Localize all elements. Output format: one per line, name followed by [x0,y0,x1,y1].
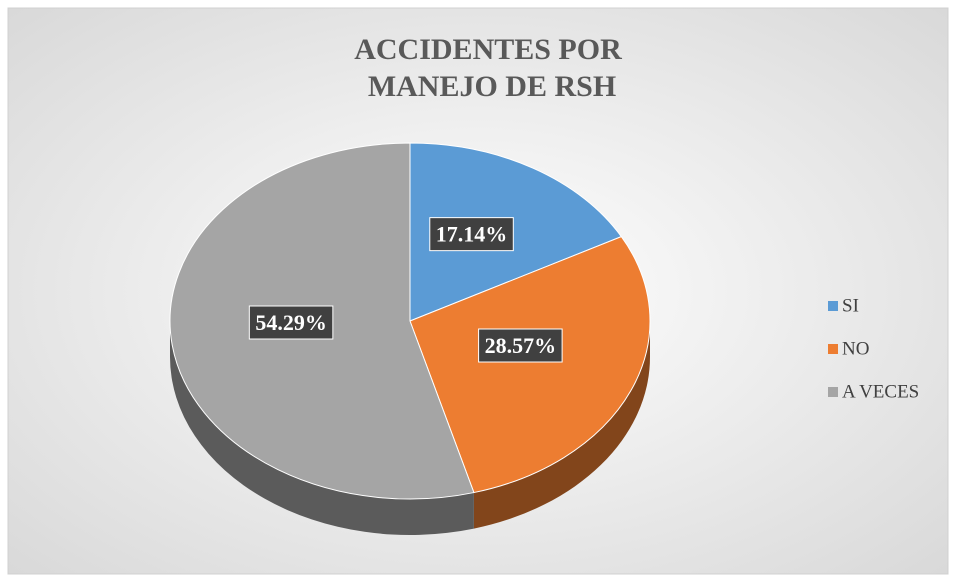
legend-label: A VECES [842,381,919,402]
data-label: 28.57% [478,328,563,363]
slice-side [473,321,650,529]
data-label-text: 28.57% [485,333,557,358]
data-label-box [248,305,334,340]
legend-swatch [828,387,838,397]
legend-swatch [828,301,838,311]
chart-title: ACCIDENTES POR [354,33,622,66]
data-label-box [478,328,563,363]
data-label-text: 17.14% [436,222,508,247]
slice-side [170,321,474,535]
legend-swatch [828,344,838,354]
data-label-text: 54.29% [255,310,327,335]
legend-label: SI [842,295,859,316]
chart-title: MANEJO DE RSH [368,70,616,103]
data-label: 54.29% [248,305,334,340]
legend-label: NO [842,338,869,359]
slice [409,142,623,322]
slice [409,236,651,494]
data-label: 17.14% [429,217,514,252]
data-label-box [429,217,514,252]
